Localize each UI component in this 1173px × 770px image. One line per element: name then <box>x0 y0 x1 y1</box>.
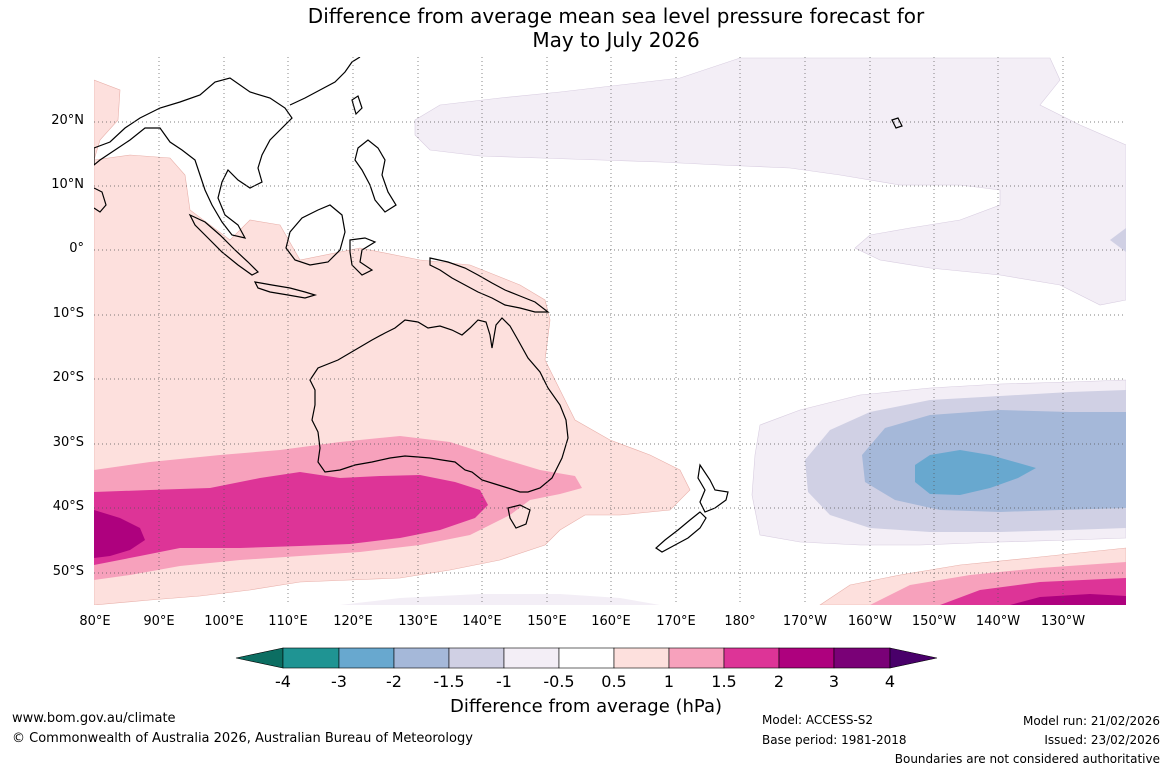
footer-base-period: Base period: 1981-2018 <box>762 733 907 747</box>
new-zealand-south-island <box>655 511 707 553</box>
footer-disclaimer: Boundaries are not considered authoritat… <box>894 752 1160 766</box>
colorbar-tick-label: -3 <box>331 672 347 691</box>
lat-label: 10°N <box>51 177 84 192</box>
philippines-coastline <box>354 139 397 213</box>
colorbar-tick-label: -0.5 <box>543 672 575 691</box>
colorbar-segment <box>558 647 615 669</box>
colorbar-segment <box>338 647 395 669</box>
lon-label: 100°E <box>204 614 244 629</box>
lat-label: 30°S <box>52 435 84 450</box>
colorbar-segment <box>723 647 780 669</box>
colorbar-tick-label: -2 <box>386 672 402 691</box>
india-coastline <box>94 187 107 213</box>
lon-label: 130°E <box>398 614 438 629</box>
colorbar-segment <box>448 647 505 669</box>
lat-label: 20°N <box>51 113 84 128</box>
lon-label: 140°W <box>975 614 1021 629</box>
lon-label: 180° <box>724 614 756 629</box>
colorbar-tick-label: 0.5 <box>601 672 627 691</box>
colorbar-segment <box>833 647 891 669</box>
anomaly-shading <box>94 57 1126 605</box>
colorbar-segment <box>282 647 340 669</box>
colorbar-tick-label: -1 <box>496 672 512 691</box>
tasmania-coastline <box>507 504 531 529</box>
footer-url: www.bom.gov.au/climate <box>12 711 176 726</box>
colorbar-tick-label: 1.5 <box>711 672 737 691</box>
colorbar-extend-high <box>889 647 938 669</box>
lon-label: 160°W <box>847 614 893 629</box>
footer-issued: Issued: 23/02/2026 <box>1044 733 1160 747</box>
graticule <box>94 57 1126 605</box>
colorbar-segment <box>778 647 835 669</box>
lat-label: 20°S <box>52 370 84 385</box>
colorbar-tick-label: -1.5 <box>433 672 465 691</box>
china-coastline <box>289 57 361 106</box>
anomaly-region-grey-blue-east <box>1110 228 1126 252</box>
lon-label: 120°E <box>333 614 373 629</box>
colorbar-segment <box>668 647 725 669</box>
colorbar-tick-label: 4 <box>884 672 896 691</box>
lon-label: 170°W <box>782 614 828 629</box>
borneo-coastline <box>285 204 346 266</box>
lon-label: 80°E <box>79 614 111 629</box>
colorbar-tick-label: 3 <box>828 672 840 691</box>
footer-copyright: © Commonwealth of Australia 2026, Austra… <box>12 731 473 746</box>
lon-label: 110°E <box>268 614 308 629</box>
lon-label: 130°W <box>1040 614 1086 629</box>
colorbar-segment <box>613 647 670 669</box>
colorbar-tick-label: 1 <box>663 672 675 691</box>
anomaly-region-purple <box>94 510 145 558</box>
anomaly-region-blue <box>915 450 1036 495</box>
colorbar <box>235 647 938 669</box>
lat-label: 50°S <box>52 564 84 579</box>
map-title: Difference from average mean sea level p… <box>0 4 1173 52</box>
anomaly-region-purple-south-east <box>1010 594 1126 605</box>
new-guinea-coastline <box>429 257 550 313</box>
lon-label: 160°E <box>591 614 631 629</box>
lat-label: 40°S <box>52 499 84 514</box>
colorbar-title: Difference from average (hPa) <box>449 696 723 717</box>
colorbar-tick-label: 2 <box>773 672 785 691</box>
lon-label: 150°E <box>527 614 567 629</box>
footer-model: Model: ACCESS-S2 <box>762 713 874 727</box>
taiwan-coastline <box>351 95 363 116</box>
anomaly-region-lavender-bottom <box>340 594 660 605</box>
colorbar-segment <box>503 647 560 669</box>
title-line-2: May to July 2026 <box>532 28 700 52</box>
anomaly-region-lavender-north <box>414 57 1126 306</box>
lon-label: 150°W <box>911 614 957 629</box>
sulawesi-coastline <box>349 237 377 276</box>
lat-label: 0° <box>69 241 84 256</box>
lon-label: 170°E <box>656 614 696 629</box>
anomaly-region-magenta <box>94 472 488 565</box>
java-coastline <box>253 281 318 299</box>
colorbar-segment <box>393 647 450 669</box>
lat-label: 10°S <box>52 306 84 321</box>
southeast-asia-coastline <box>94 77 293 239</box>
colorbar-extend-low <box>235 647 284 669</box>
hawaii-coastline <box>891 117 903 129</box>
sumatra-coastline <box>188 213 260 276</box>
title-line-1: Difference from average mean sea level p… <box>307 4 925 28</box>
footer-model-run: Model run: 21/02/2026 <box>1022 714 1160 728</box>
colorbar-tick-label: -4 <box>275 672 291 691</box>
lon-label: 140°E <box>462 614 502 629</box>
lon-label: 90°E <box>143 614 175 629</box>
